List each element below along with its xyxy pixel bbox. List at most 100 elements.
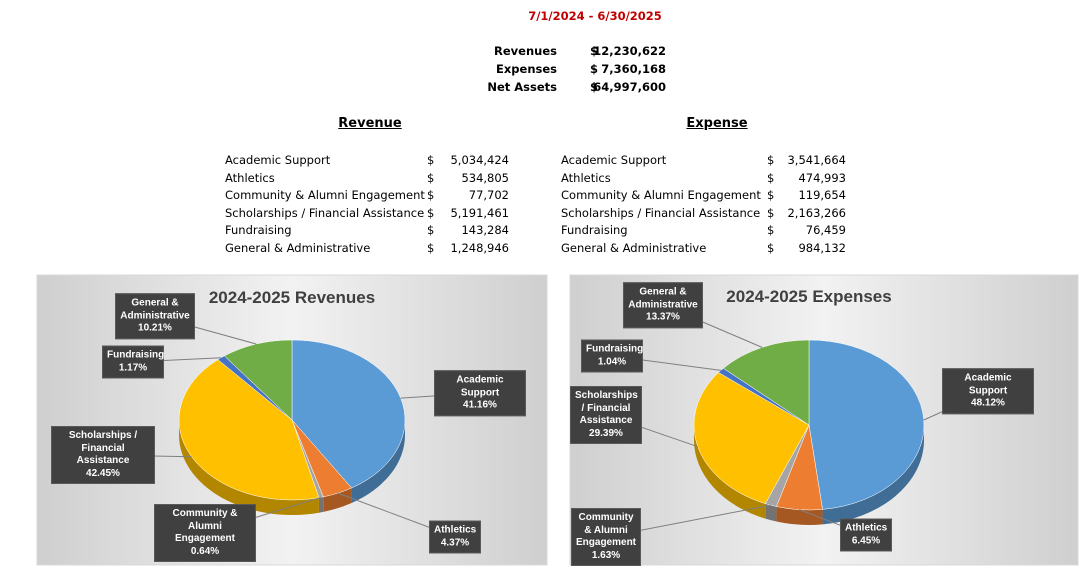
summary-label: Expenses [496,62,557,76]
label-category: Community & Alumni Engagement [172,508,238,544]
table-title: Revenue [338,116,402,131]
row-label: General & Administrative [561,241,707,255]
label-category: General & Administrative [628,286,698,310]
label-value: 1.04% [597,356,627,367]
label-category: Fundraising [107,349,165,361]
label-value: 41.16% [463,399,497,411]
summary-label: Net Assets [487,80,557,94]
slice-side [765,503,777,522]
row-label: Scholarships / Financial Assistance [225,205,425,220]
data-label: Scholarships / Financial Assistance 42.45… [51,426,155,484]
table-title: Expense [686,116,748,131]
slice [178,359,320,501]
slice-side [822,425,924,525]
data-label: Scholarships / Financial Assistance 29.39… [570,386,642,444]
slice [291,339,406,489]
slice-side [323,487,352,512]
row-label: Academic Support [225,153,331,167]
row-label: Athletics [561,170,611,185]
slice [722,339,810,426]
currency: $ [427,170,435,185]
label-category: General & Administrative [120,297,190,321]
amount: 984,132 [798,241,846,255]
amount: 119,654 [798,188,846,203]
summary-amount: 7,360,168 [601,62,666,76]
label-value: 1.17% [118,362,148,373]
label-category: Community & Alumni Engagement [576,512,637,548]
data-label: Community & Alumni Engagement 1.63% [571,508,641,566]
currency: $ [427,205,435,220]
slice-side [179,420,319,515]
chart-title: 2024-2025 Revenues [209,288,375,307]
data-label: Athletics 4.37% [429,520,481,554]
label-category: Athletics [845,522,888,534]
data-label: Fundraising 1.17% [102,345,165,379]
amount: 76,459 [805,223,846,238]
currency: $ [767,153,775,167]
slice-side [351,420,405,503]
summary-amount: 12,230,622 [593,44,666,58]
summary-amount: 64,997,600 [593,80,666,94]
label-category: Academic Support [456,374,504,398]
data-label: Athletics 6.45% [840,518,892,552]
label-value: 1.63% [591,549,621,561]
label-category: Fundraising [586,343,644,355]
currency: $ [590,44,599,58]
amount: 2,163,266 [787,205,846,220]
period: 7/1/2024 - 6/30/2025 [528,9,662,23]
row-label: Athletics [225,170,275,185]
row-label: Scholarships / Financial Assistance [561,205,761,220]
label-value: 42.45% [86,467,120,479]
currency: $ [767,241,775,255]
amount: 77,702 [468,188,509,203]
amount: 5,034,424 [450,153,509,167]
slice [808,339,925,510]
currency: $ [427,241,435,255]
currency: $ [767,223,775,238]
data-label: Fundraising 1.04% [581,339,644,373]
currency: $ [767,188,775,203]
currency: $ [590,62,599,76]
amount: 1,248,946 [450,241,509,255]
slice-side [318,496,324,513]
label-value: 0.64% [190,545,220,557]
currency: $ [427,153,435,167]
data-label: Academic Support 48.12% [942,368,1034,414]
data-label: Academic Support 41.16% [434,370,526,416]
currency: $ [427,223,435,238]
pie [178,339,406,515]
amount: 534,805 [461,170,509,185]
slice-side [776,506,823,525]
label-value: 10.21% [138,322,172,334]
label-value: 4.37% [440,537,470,548]
label-value: 13.37% [646,311,680,323]
label-value: 48.12% [971,397,1005,409]
chart-title: 2024-2025 Expenses [726,287,891,306]
pie [693,339,925,525]
data-label: General & Administrative 13.37% [623,282,703,328]
data-label: Community & Alumni Engagement 0.64% [154,504,256,562]
data-label: General & Administrative 10.21% [115,293,195,339]
row-label: Community & Alumni Engagement [561,188,761,203]
row-label: General & Administrative [225,241,371,255]
currency: $ [590,80,599,94]
label-value: 29.39% [589,427,623,439]
summary-label: Revenues [494,44,557,58]
label-category: Academic Support [964,372,1012,396]
slice-side [694,425,766,519]
amount: 474,993 [798,170,846,185]
amount: 5,191,461 [450,205,509,220]
row-label: Community & Alumni Engagement [225,188,425,203]
amount: 143,284 [461,223,509,238]
amount: 3,541,664 [787,153,846,167]
row-label: Fundraising [561,223,628,238]
row-label: Fundraising [225,223,292,238]
label-category: Scholarships / Financial Assistance [575,390,638,426]
currency: $ [767,205,775,220]
currency: $ [767,170,775,185]
row-label: Academic Support [561,153,667,167]
label-category: Scholarships / Financial Assistance [68,430,138,466]
currency: $ [427,188,435,203]
label-category: Athletics [434,524,477,536]
